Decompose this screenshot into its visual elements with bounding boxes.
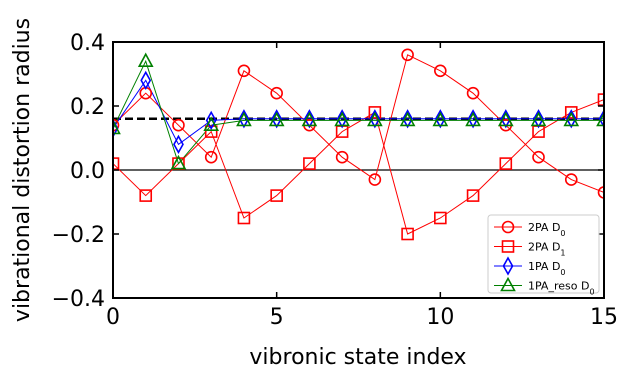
series-3-point-9 xyxy=(399,111,416,127)
legend: 2PA D0 2PA D1 1PA D0 1PA_reso D0 xyxy=(487,214,600,297)
series-0-point-11 xyxy=(466,86,480,100)
series-3-point-15 xyxy=(596,111,604,127)
series-3-point-5 xyxy=(268,111,285,127)
series-2-point-11 xyxy=(467,109,479,129)
series-3-point-12 xyxy=(497,111,514,127)
y-axis-label: vibrational distortion radius xyxy=(10,18,35,322)
y-tick-label-2: 0.0 xyxy=(70,159,105,184)
y-tick-label-4: 0.4 xyxy=(70,31,105,56)
series-1-point-0 xyxy=(113,157,120,170)
series-2-point-9 xyxy=(402,109,414,129)
series-3-point-14 xyxy=(563,111,580,127)
series-lines xyxy=(113,54,604,235)
series-0-point-0 xyxy=(113,118,120,132)
series-0-point-10 xyxy=(434,64,447,78)
series-line-2 xyxy=(113,79,604,146)
series-0-point-2 xyxy=(172,118,185,132)
reference-lines xyxy=(113,117,604,171)
legend-label-2: 1PA D0 xyxy=(528,260,566,277)
legend-marker-1 xyxy=(501,240,515,253)
series-2-point-12 xyxy=(500,109,512,129)
series-2-point-10 xyxy=(434,109,446,129)
series-3-point-13 xyxy=(530,111,547,127)
series-0-point-13 xyxy=(532,150,545,164)
series-0-point-7 xyxy=(335,150,349,164)
y-tick-label-3: 0.2 xyxy=(70,95,105,120)
series-1-point-1 xyxy=(139,189,153,202)
series-1-point-14 xyxy=(564,106,578,119)
series-0-point-8 xyxy=(368,173,382,186)
series-0-point-5 xyxy=(270,86,283,100)
legend-label-0: 2PA D0 xyxy=(528,221,566,238)
legend-box xyxy=(487,214,600,294)
series-2-point-4 xyxy=(238,109,250,129)
series-3-point-4 xyxy=(236,111,252,127)
series-1-point-5 xyxy=(270,189,283,202)
series-3-point-6 xyxy=(301,111,318,127)
series-1-point-10 xyxy=(434,211,447,225)
series-2-point-6 xyxy=(303,109,315,129)
series-1-point-9 xyxy=(401,227,414,241)
legend-marker-3 xyxy=(500,276,516,292)
legend-label-1: 2PA D1 xyxy=(528,241,566,258)
series-2-point-14 xyxy=(565,109,577,129)
series-2-point-3 xyxy=(205,110,217,131)
series-1-point-8 xyxy=(368,106,382,119)
y-tick-label-1: −0.2 xyxy=(52,223,105,248)
series-0-point-4 xyxy=(237,64,251,78)
series-1-point-12 xyxy=(499,157,513,170)
x-tick-label-2: 10 xyxy=(426,305,454,330)
legend-label-3: 1PA_reso D0 xyxy=(528,280,595,297)
series-2-point-13 xyxy=(533,109,544,129)
x-tick-label-1: 5 xyxy=(270,305,284,330)
series-markers xyxy=(113,48,604,241)
y-tick-label-0: −0.4 xyxy=(52,287,105,312)
series-3-point-3 xyxy=(203,116,220,131)
series-line-1 xyxy=(113,99,604,235)
series-1-point-11 xyxy=(466,189,480,202)
series-2-point-8 xyxy=(369,109,381,129)
series-0-point-14 xyxy=(564,173,578,186)
legend-marker-0 xyxy=(501,220,515,234)
series-2-point-7 xyxy=(336,109,348,129)
x-axis-label: vibronic state index xyxy=(249,345,466,370)
series-3-point-1 xyxy=(137,52,154,67)
series-0-point-3 xyxy=(204,150,218,164)
series-3-point-7 xyxy=(334,111,350,127)
series-2-point-15 xyxy=(598,109,604,129)
series-3-point-11 xyxy=(465,111,481,127)
series-2-point-2 xyxy=(173,134,184,155)
series-0-point-15 xyxy=(597,186,604,199)
x-tick-label-0: 0 xyxy=(106,305,120,330)
series-3-point-8 xyxy=(367,111,383,127)
legend-marker-2 xyxy=(502,256,514,276)
series-3-point-2 xyxy=(170,154,187,170)
series-1-point-15 xyxy=(597,93,604,106)
axis-ticks: 0 5 10 15 −0.4 −0.2 0.0 0.2 0.4 xyxy=(52,31,618,330)
series-1-point-6 xyxy=(303,157,316,170)
series-3-point-0 xyxy=(113,119,121,135)
series-line-3 xyxy=(113,59,604,165)
series-2-point-1 xyxy=(140,70,152,91)
series-1-point-3 xyxy=(204,125,218,138)
series-2-point-5 xyxy=(271,109,283,129)
x-tick-label-3: 15 xyxy=(590,305,618,330)
series-line-0 xyxy=(113,54,604,193)
series-3-point-10 xyxy=(432,111,449,127)
series-0-point-9 xyxy=(401,48,414,62)
series-1-point-4 xyxy=(237,211,251,225)
